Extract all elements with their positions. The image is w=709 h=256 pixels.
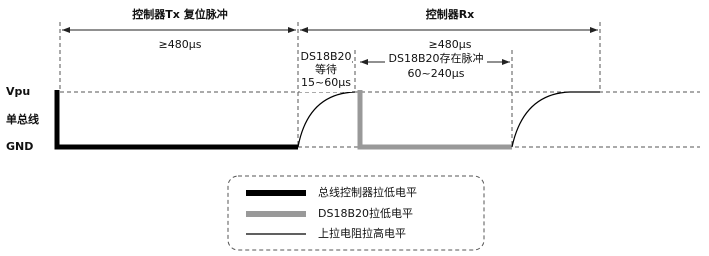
label-bg — [385, 52, 487, 82]
level-label: 单总线 — [6, 112, 39, 126]
wait-label: 等待 — [315, 62, 337, 76]
level-guides — [59, 22, 700, 148]
legend-label: DS18B20拉低电平 — [318, 206, 413, 220]
presence-duration: 60~240μs — [408, 67, 465, 80]
presence-title: DS18B20存在脉冲 — [389, 51, 484, 65]
level-label: Vpu — [6, 85, 30, 98]
legend: 总线控制器拉低电平 DS18B20拉低电平 上拉电阻拉高电平 — [227, 175, 485, 251]
level-label: GND — [6, 140, 33, 153]
legend-label: 总线控制器拉低电平 — [318, 185, 417, 199]
span-duration: ≥480μs — [159, 38, 202, 51]
waveform — [54, 90, 600, 150]
span-title: 控制器Rx — [426, 7, 475, 21]
label-bg — [300, 50, 352, 92]
span-title: 控制器Tx 复位脉冲 — [132, 7, 227, 21]
wait-label: 15~60μs — [301, 76, 351, 89]
wait-label: DS18B20 — [301, 50, 352, 63]
legend-label: 上拉电阻拉高电平 — [318, 226, 406, 240]
span-duration: ≥480μs — [429, 38, 472, 51]
